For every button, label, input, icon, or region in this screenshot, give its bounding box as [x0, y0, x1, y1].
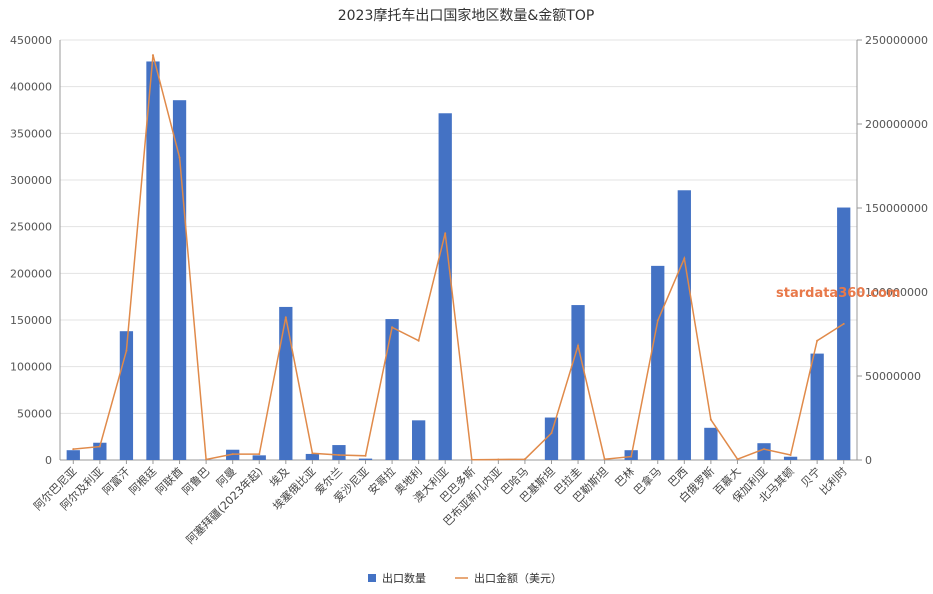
line-point [337, 453, 340, 456]
bar [438, 113, 452, 461]
y-right-tick-label: 250000000 [865, 34, 928, 47]
bar [66, 450, 80, 460]
y-left-tick-label: 0 [45, 454, 52, 467]
line-point [178, 156, 181, 159]
y-left-tick-label: 100000 [10, 361, 52, 374]
y-right-tick-label: 100000000 [865, 286, 928, 299]
line-point [444, 232, 447, 235]
line-series [72, 54, 845, 461]
bar [146, 61, 160, 460]
line-point [789, 453, 792, 456]
line-point [763, 448, 766, 451]
chart-title: 2023摩托车出口国家地区数量&金额TOP [338, 7, 595, 24]
x-tick-label: 阿根廷 [126, 464, 159, 497]
legend-line-label: 出口金额（美元） [474, 571, 562, 585]
y-left-tick-label: 350000 [10, 127, 52, 140]
y-left-tick-label: 400000 [10, 81, 52, 94]
line-point [391, 326, 394, 329]
line-path [73, 54, 845, 461]
bar [837, 207, 851, 460]
bar [544, 417, 559, 460]
line-point [577, 344, 580, 347]
line-point [231, 453, 234, 456]
y-right-tick-label: 150000000 [865, 202, 928, 215]
bar [810, 353, 824, 460]
y-left-tick-label: 450000 [10, 34, 52, 47]
line-point [364, 454, 367, 457]
line-point [550, 432, 553, 435]
legend: 出口数量 出口金额（美元） [368, 571, 562, 585]
bar [757, 443, 771, 460]
line-point [72, 448, 75, 451]
line-point [284, 316, 287, 319]
bar [704, 427, 718, 460]
x-tick-label: 阿富汗 [99, 464, 132, 497]
line-point [417, 339, 420, 342]
y-axis-left: 0 50000 100000 150000 200000 250000 300000 3500… [10, 34, 857, 467]
line-point [311, 452, 314, 455]
bar [783, 456, 798, 460]
line-point [656, 319, 659, 322]
y-left-tick-label: 150000 [10, 314, 52, 327]
line-point [816, 339, 819, 342]
line-point [630, 455, 633, 458]
grid-lines [60, 39, 857, 461]
y-right-tick-label: 50000000 [865, 370, 921, 383]
bar [279, 306, 293, 460]
bar [172, 100, 187, 460]
bar [385, 319, 399, 460]
bar [677, 190, 691, 460]
bar [332, 445, 346, 460]
y-right-tick-label: 200000000 [865, 118, 928, 131]
y-left-tick-label: 300000 [10, 174, 52, 187]
bar [305, 453, 320, 460]
bar [358, 458, 373, 460]
bar [252, 455, 266, 460]
bar [412, 420, 426, 460]
y-axis-right: 0 50000000 100000000 150000000 200000000 2500… [856, 34, 928, 467]
y-right-tick-label: 0 [865, 454, 872, 467]
line-point [98, 445, 101, 448]
line-point [736, 458, 739, 461]
line-point [205, 458, 208, 461]
line-point [842, 322, 845, 325]
line-point [683, 257, 686, 260]
line-point [523, 458, 526, 461]
x-tick-label: 阿联酋 [152, 464, 185, 497]
watermark: stardata360.com [776, 286, 900, 301]
line-point [709, 418, 712, 421]
line-point [125, 349, 128, 352]
line-point [258, 453, 261, 456]
y-left-tick-label: 250000 [10, 221, 52, 234]
y-left-tick-label: 50000 [17, 407, 52, 420]
legend-bar-swatch [368, 574, 376, 582]
legend-bar-label: 出口数量 [382, 571, 426, 585]
y-left-tick-label: 200000 [10, 267, 52, 280]
bar [651, 265, 665, 460]
line-point [603, 458, 606, 461]
x-tick-label: 阿鲁巴 [179, 464, 212, 497]
bar-series [66, 61, 851, 461]
x-tick-label: 安哥拉 [365, 464, 398, 497]
x-tick-label: 巴拿马 [631, 464, 664, 497]
bar [571, 305, 585, 460]
line-point [497, 458, 500, 461]
x-tick-label: 比利时 [817, 465, 850, 498]
line-point [151, 54, 154, 57]
